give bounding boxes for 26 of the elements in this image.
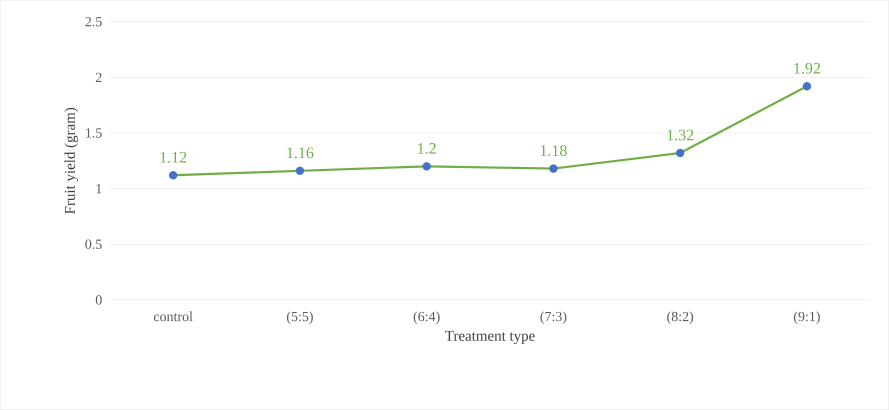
- y-tick-label: 1.5: [86, 128, 102, 138]
- y-tick-label: 0.5: [85, 240, 102, 250]
- y-tick-label: 1: [96, 184, 102, 194]
- data-label: 1.2: [418, 143, 436, 154]
- y-axis-title: Fruit yield (gram): [64, 108, 78, 214]
- data-label: 1.18: [540, 145, 567, 156]
- x-tick-label: (7:3): [540, 312, 566, 324]
- point: [549, 164, 558, 173]
- x-tick-label: (9:1): [794, 312, 820, 324]
- point: [676, 148, 684, 158]
- x-tick-label: (8:2): [667, 312, 694, 324]
- x-axis-title: Treatment type: [445, 331, 535, 344]
- point: [802, 82, 812, 91]
- x-tick-label: (5:5): [286, 312, 313, 324]
- data-label: 1.32: [668, 130, 694, 141]
- data-label: 1.92: [794, 63, 820, 74]
- point: [296, 166, 304, 176]
- data-label: 1.12: [160, 152, 186, 163]
- point: [168, 171, 178, 180]
- x-tick-label: control: [154, 312, 193, 322]
- y-tick-label: 2.5: [85, 17, 102, 27]
- x-tick-label: (6:4): [414, 312, 440, 324]
- point: [422, 162, 431, 171]
- y-tick-label: 2: [96, 72, 102, 82]
- y-tick-label: 0: [96, 295, 102, 305]
- data-label: 1.16: [287, 148, 314, 158]
